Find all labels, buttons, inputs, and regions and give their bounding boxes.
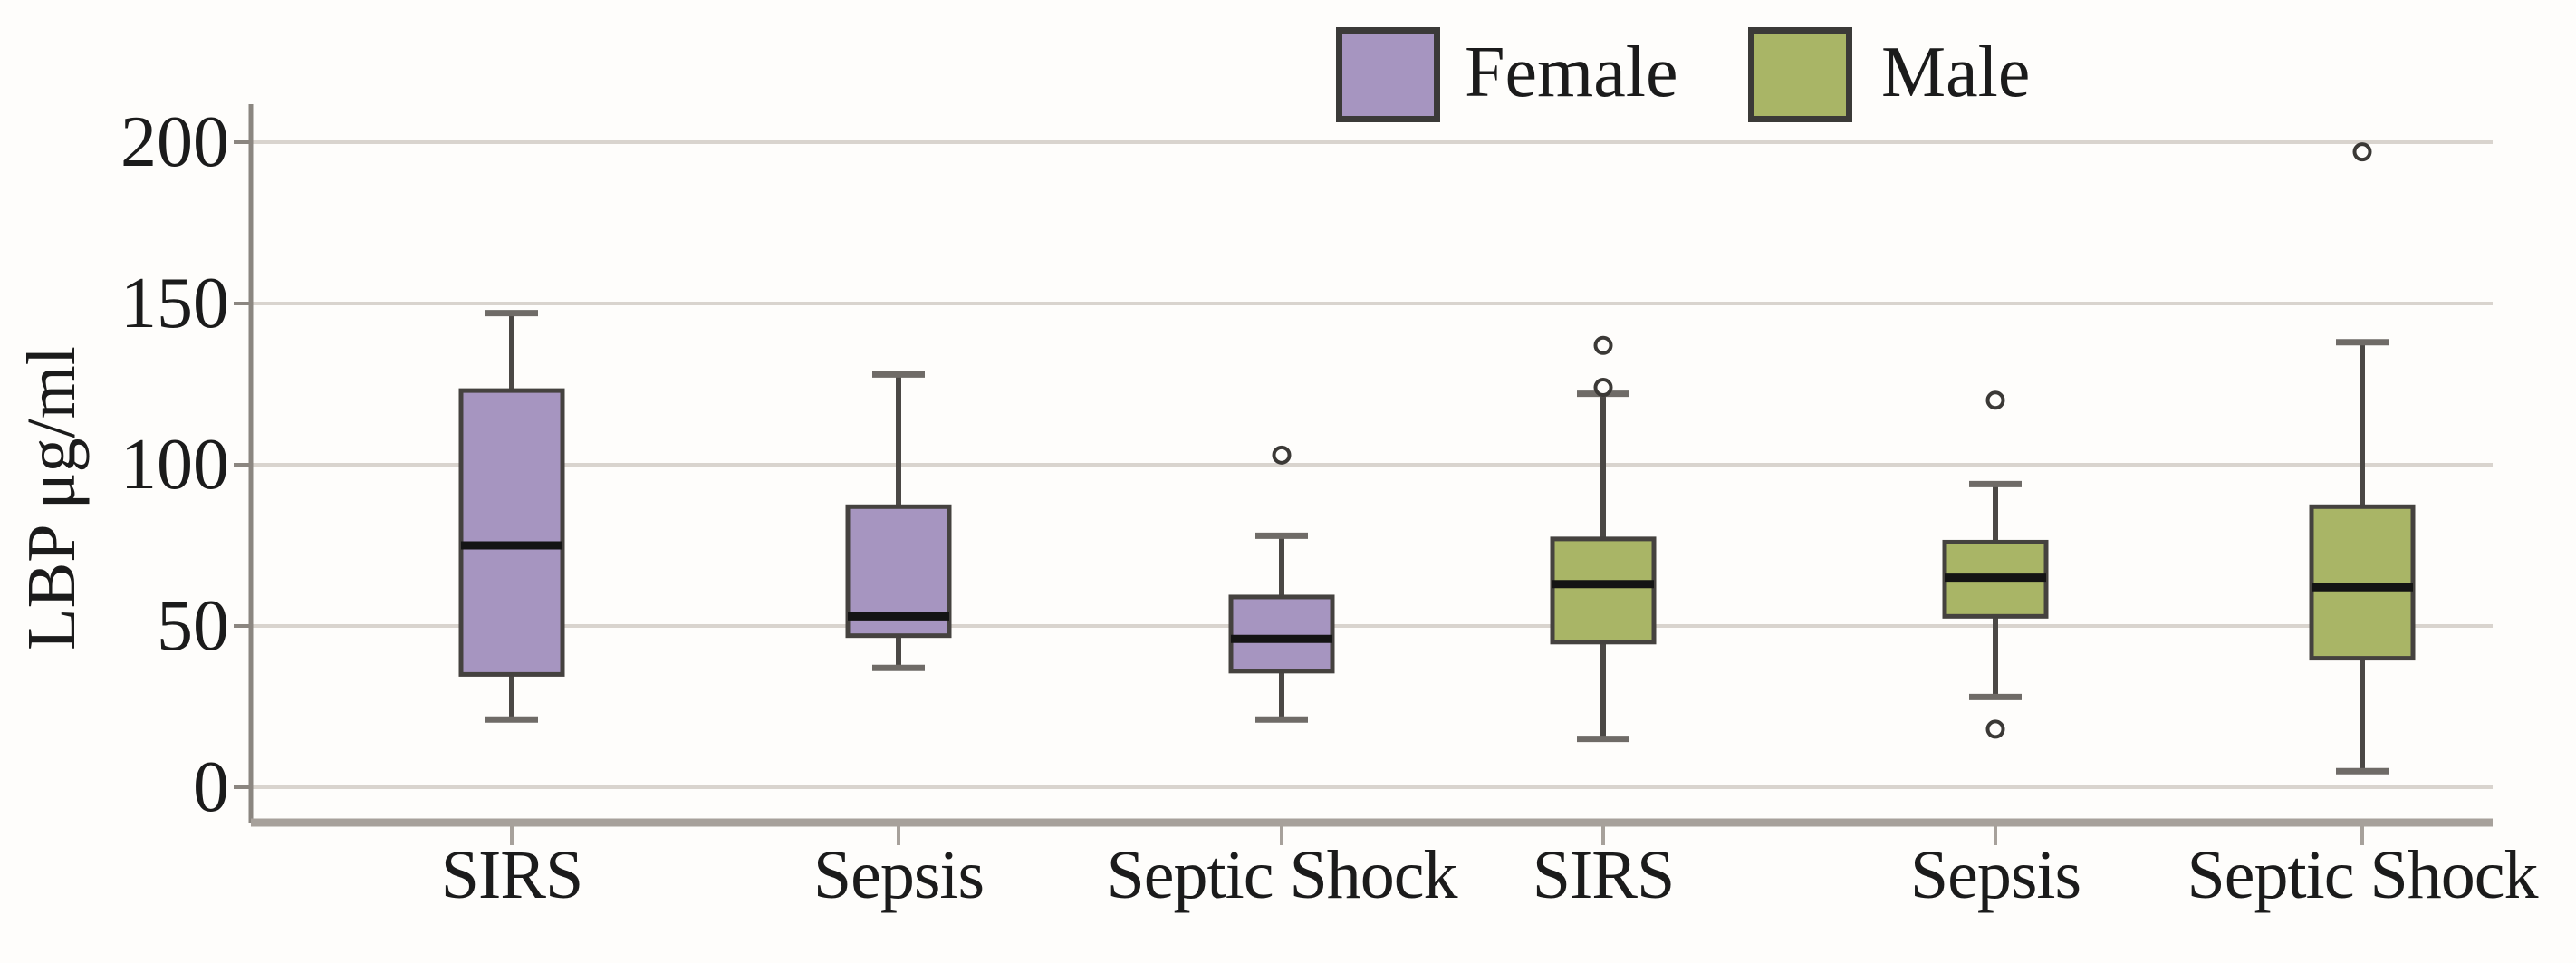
outlier-point-SIRS-Male-137 <box>1593 335 1613 355</box>
outlier-point-Septic-Shock-Male-197 <box>2352 142 2372 162</box>
y-tick-label-50: 50 <box>157 586 229 666</box>
y-tick-label-100: 100 <box>120 425 229 505</box>
y-tick-label-150: 150 <box>120 264 229 343</box>
legend-swatch-male <box>1748 27 1852 122</box>
y-tick-label-200: 200 <box>120 102 229 182</box>
y-tick-label-0: 0 <box>193 747 229 827</box>
x-category-label-female-septic-shock: Septic Shock <box>1106 837 1458 913</box>
x-category-label-male-sirs: SIRS <box>1532 837 1676 913</box>
outlier-point-Sepsis-Male-18 <box>1985 719 2005 739</box>
iqr-box-Septic-Shock-Male <box>2309 504 2416 661</box>
x-category-label-male-sepsis: Sepsis <box>1909 837 2081 913</box>
legend-swatch-female <box>1336 27 1440 122</box>
outlier-point-SIRS-Male-124 <box>1593 378 1613 398</box>
x-category-label-female-sepsis: Sepsis <box>812 837 985 913</box>
legend-label-male: Male <box>1881 33 2031 112</box>
x-category-label-male-septic-shock: Septic Shock <box>2187 837 2539 913</box>
legend-label-female: Female <box>1465 33 1678 112</box>
outlier-point-Septic-Shock-Female-103 <box>1272 445 1292 465</box>
x-category-label-female-sirs: SIRS <box>440 837 584 913</box>
iqr-box-SIRS-Female <box>458 388 565 677</box>
iqr-box-Septic-Shock-Female <box>1228 594 1335 674</box>
iqr-box-SIRS-Male <box>1550 536 1657 645</box>
outlier-point-Sepsis-Male-120 <box>1985 390 2005 410</box>
